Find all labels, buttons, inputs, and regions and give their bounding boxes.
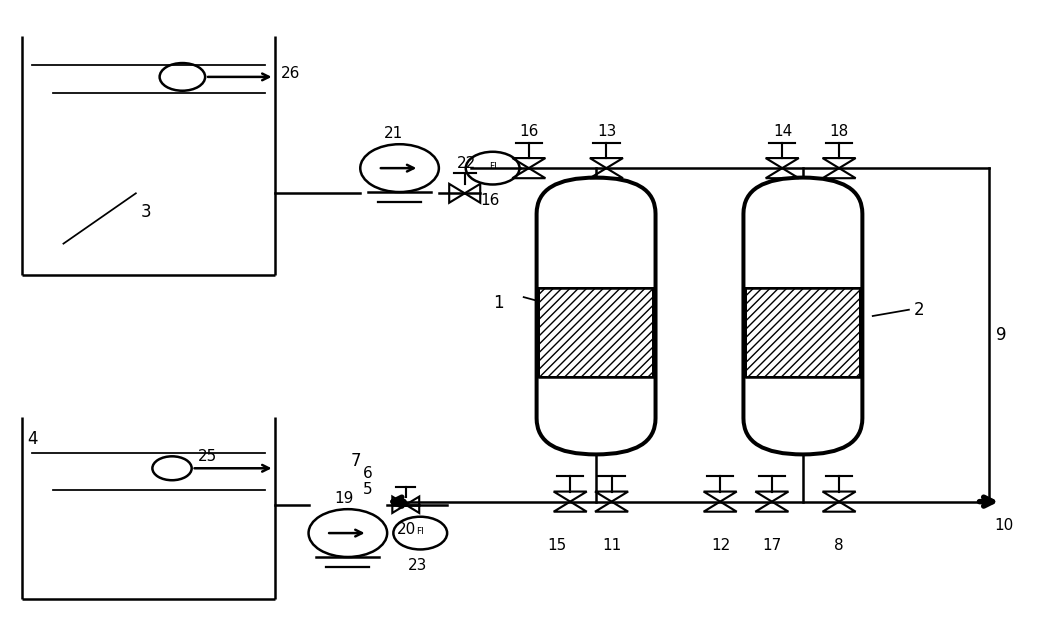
Text: 19: 19 (334, 491, 354, 506)
Text: 2: 2 (914, 301, 925, 319)
Text: 16: 16 (480, 193, 500, 208)
Text: 18: 18 (830, 124, 849, 139)
Text: 25: 25 (198, 449, 217, 465)
FancyBboxPatch shape (744, 178, 863, 454)
Text: 3: 3 (141, 203, 151, 221)
Text: 17: 17 (762, 538, 782, 553)
Text: FI: FI (417, 526, 424, 536)
Text: 16: 16 (520, 124, 539, 139)
Text: 10: 10 (994, 518, 1013, 533)
Text: 9: 9 (997, 326, 1007, 344)
Bar (538, 288, 653, 377)
Text: 23: 23 (408, 557, 427, 573)
Text: 8: 8 (834, 538, 843, 553)
Text: 15: 15 (548, 538, 566, 553)
Text: 1: 1 (493, 295, 503, 312)
Text: 5: 5 (363, 482, 373, 497)
FancyBboxPatch shape (536, 178, 655, 454)
Text: 4: 4 (27, 430, 37, 447)
Text: FI: FI (488, 162, 497, 171)
Text: 20: 20 (396, 522, 416, 537)
Text: 6: 6 (363, 466, 373, 481)
Bar (746, 288, 861, 377)
Text: 21: 21 (384, 126, 403, 141)
Text: 26: 26 (281, 66, 300, 82)
Text: 7: 7 (351, 452, 362, 470)
Text: 12: 12 (711, 538, 730, 553)
Text: 13: 13 (597, 124, 616, 139)
Text: 14: 14 (773, 124, 792, 139)
Text: 22: 22 (456, 155, 476, 171)
Text: 11: 11 (602, 538, 621, 553)
